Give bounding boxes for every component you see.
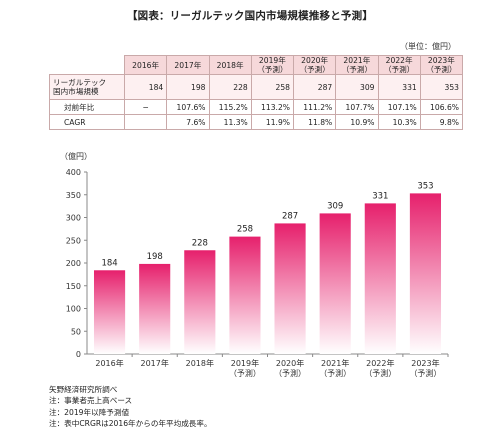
data-label: 258 xyxy=(237,225,253,235)
data-label: 309 xyxy=(327,201,343,211)
x-tick-label: 2019年 xyxy=(231,358,259,368)
data-label: 228 xyxy=(192,238,208,248)
table-cell: 107.1% xyxy=(377,99,421,115)
note-line: 注：表中CRGRは2016年からの年平均成長率。 xyxy=(49,418,212,428)
x-tick-label: 2021年 xyxy=(321,358,349,368)
row-label: リーガルテック 国内市場規模 xyxy=(49,74,125,100)
header-text: 2021年 （予測） xyxy=(341,56,373,74)
table-cell: 113.2% xyxy=(250,99,295,115)
y-tick-label: 350 xyxy=(66,191,81,200)
table-cell: 115.2% xyxy=(208,99,252,115)
bar xyxy=(139,263,171,354)
header-text: 2023年 （予測） xyxy=(426,56,457,74)
bar xyxy=(184,250,216,354)
table-cell: − xyxy=(123,99,168,115)
table-header-cell: 2023年 （予測） xyxy=(419,55,464,75)
table-cell xyxy=(123,114,168,130)
x-tick-label: 2020年 xyxy=(276,358,304,368)
table-header-cell: 2019年 （予測） xyxy=(250,55,295,75)
table-header-cell: 2020年 （予測） xyxy=(292,55,337,75)
table-cell: 11.8% xyxy=(292,114,337,130)
table-cell: 7.6% xyxy=(166,114,210,130)
x-tick-label: （予測） xyxy=(364,368,396,378)
y-tick-label: 0 xyxy=(76,350,81,359)
x-tick-label: （予測） xyxy=(229,368,261,378)
table-header-cell: 2021年 （予測） xyxy=(335,55,379,75)
bar xyxy=(93,270,126,354)
header-text: 2019年 （予測） xyxy=(257,56,288,74)
bar xyxy=(319,213,351,354)
x-tick-label: 2017年 xyxy=(141,358,169,368)
bar xyxy=(274,223,306,354)
table-cell: 353 xyxy=(419,74,464,100)
table-header-row: 2016年 2017年 2018年 2019年 （予測） 2020年 （予測） … xyxy=(49,55,464,75)
table-cell: 111.2% xyxy=(292,99,337,115)
table-row-market-size: リーガルテック 国内市場規模 184 198 228 258 287 309 3… xyxy=(49,74,464,100)
table-cell: 11.9% xyxy=(250,114,295,130)
x-tick-label: 2022年 xyxy=(366,358,394,368)
table-header-cell: 2016年 xyxy=(123,55,168,75)
table-cell: 331 xyxy=(377,74,421,100)
row-label: CAGR xyxy=(49,114,125,130)
data-label: 353 xyxy=(417,181,433,191)
x-tick-label: （予測） xyxy=(319,368,351,378)
note-line: 注：事業者売上高ベース xyxy=(49,396,133,406)
bar xyxy=(364,203,396,354)
table-cell: 10.3% xyxy=(377,114,421,130)
unit-label: （単位：億円） xyxy=(400,42,456,51)
table-header-cell: 2022年 （予測） xyxy=(377,55,421,75)
figure-title: 【図表：リーガルテック国内市場規模推移と予測】 xyxy=(126,10,374,22)
table-cell: 287 xyxy=(292,74,337,100)
y-tick-label: 100 xyxy=(66,305,81,314)
market-size-table: 2016年 2017年 2018年 2019年 （予測） 2020年 （予測） … xyxy=(49,55,464,130)
row-label: 対前年比 xyxy=(49,99,125,115)
table-row-cagr: CAGR 7.6% 11.3% 11.9% 11.8% 10.9% 10.3% … xyxy=(49,114,464,130)
y-tick-label: 250 xyxy=(66,236,81,245)
x-tick-label: 2016年 xyxy=(95,358,123,368)
x-tick-label: （予測） xyxy=(409,368,441,378)
table-cell: 107.7% xyxy=(335,99,379,115)
note-line: 注：2019年以降予測値 xyxy=(49,407,130,417)
y-axis-label: （億円） xyxy=(60,151,92,161)
table-cell: 11.3% xyxy=(208,114,252,130)
header-text: 2020年 （予測） xyxy=(299,56,330,74)
note-source: 矢野経済研究所調べ xyxy=(49,385,118,394)
notes: 矢野経済研究所調べ 注：事業者売上高ベース 注：2019年以降予測値 注：表中C… xyxy=(49,384,212,429)
header-text: 2022年 （予測） xyxy=(383,56,415,74)
table-cell: 198 xyxy=(166,74,210,100)
table-cell: 10.9% xyxy=(335,114,379,130)
table-cell: 107.6% xyxy=(166,99,210,115)
data-label: 184 xyxy=(101,258,117,268)
table-cell: 184 xyxy=(123,74,168,100)
y-tick-label: 50 xyxy=(71,327,81,336)
y-tick-label: 400 xyxy=(66,168,81,177)
data-label: 287 xyxy=(282,211,298,221)
table-corner-cell xyxy=(49,55,125,75)
bar xyxy=(229,236,261,354)
table-header-cell: 2017年 xyxy=(166,55,210,75)
table-cell: 258 xyxy=(250,74,295,100)
data-label: 198 xyxy=(147,252,163,262)
data-label: 331 xyxy=(372,191,388,201)
table-cell: 228 xyxy=(208,74,252,100)
table-cell: 309 xyxy=(335,74,379,100)
y-tick-label: 150 xyxy=(66,282,81,291)
table-cell: 106.6% xyxy=(419,99,464,115)
x-tick-label: （予測） xyxy=(274,368,306,378)
y-tick-label: 200 xyxy=(66,259,81,268)
bar-chart: （億円） 0 50 100 150 200 250 300 350 400 184 2016年 198 2… xyxy=(60,151,449,378)
x-tick-label: 2023年 xyxy=(411,358,439,368)
table-header-cell: 2018年 xyxy=(208,55,252,75)
table-row-yoy: 対前年比 − 107.6% 115.2% 113.2% 111.2% 107.7… xyxy=(49,99,464,115)
table-cell: 9.8% xyxy=(419,114,464,130)
bar xyxy=(409,193,442,354)
y-tick-label: 300 xyxy=(66,214,81,223)
x-tick-label: 2018年 xyxy=(186,358,214,368)
